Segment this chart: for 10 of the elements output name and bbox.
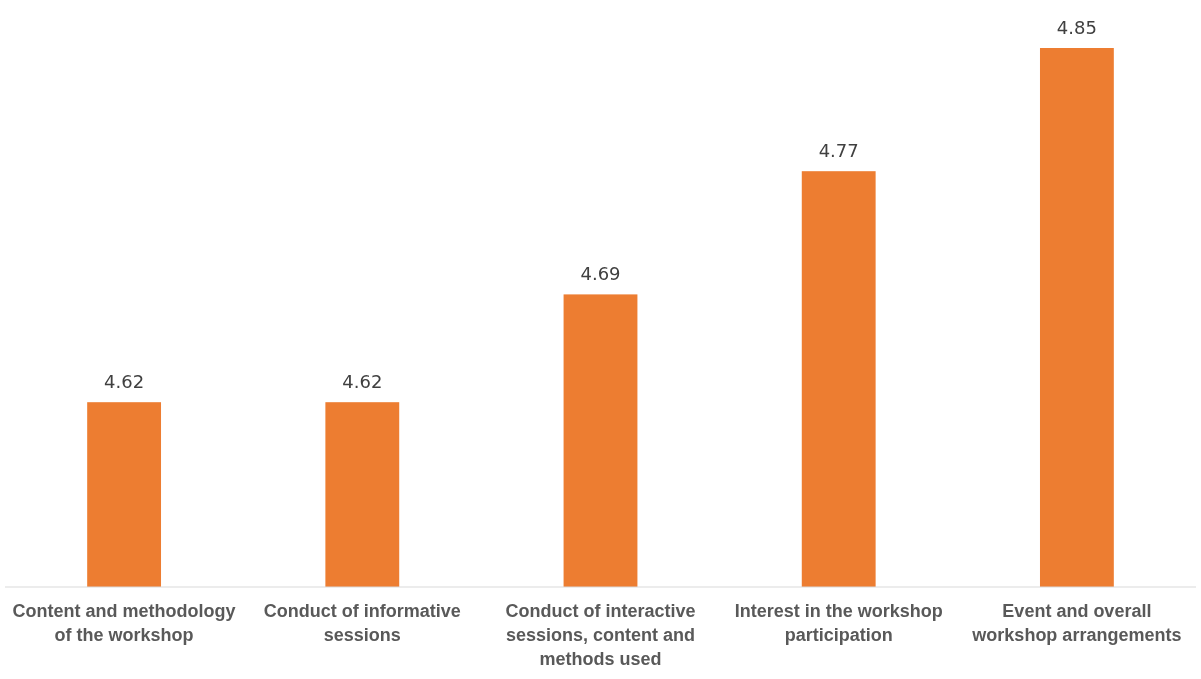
data-label: 4.85 <box>1056 17 1097 38</box>
data-label: 4.62 <box>104 371 145 393</box>
x-tick-label: Conduct of interactive sessions, content and methods used <box>505 601 696 669</box>
x-tick-label: Event and overall workshop arrangements <box>971 601 1182 645</box>
x-tick-label: Interest in the workshop participation <box>734 601 943 645</box>
x-tick-label: Conduct of informative sessions <box>263 601 461 645</box>
data-label: 4.77 <box>818 140 859 162</box>
data-label: 4.69 <box>580 263 621 285</box>
data-label: 4.62 <box>342 371 383 393</box>
x-tick-label: Content and methodology of the workshop <box>12 601 236 645</box>
